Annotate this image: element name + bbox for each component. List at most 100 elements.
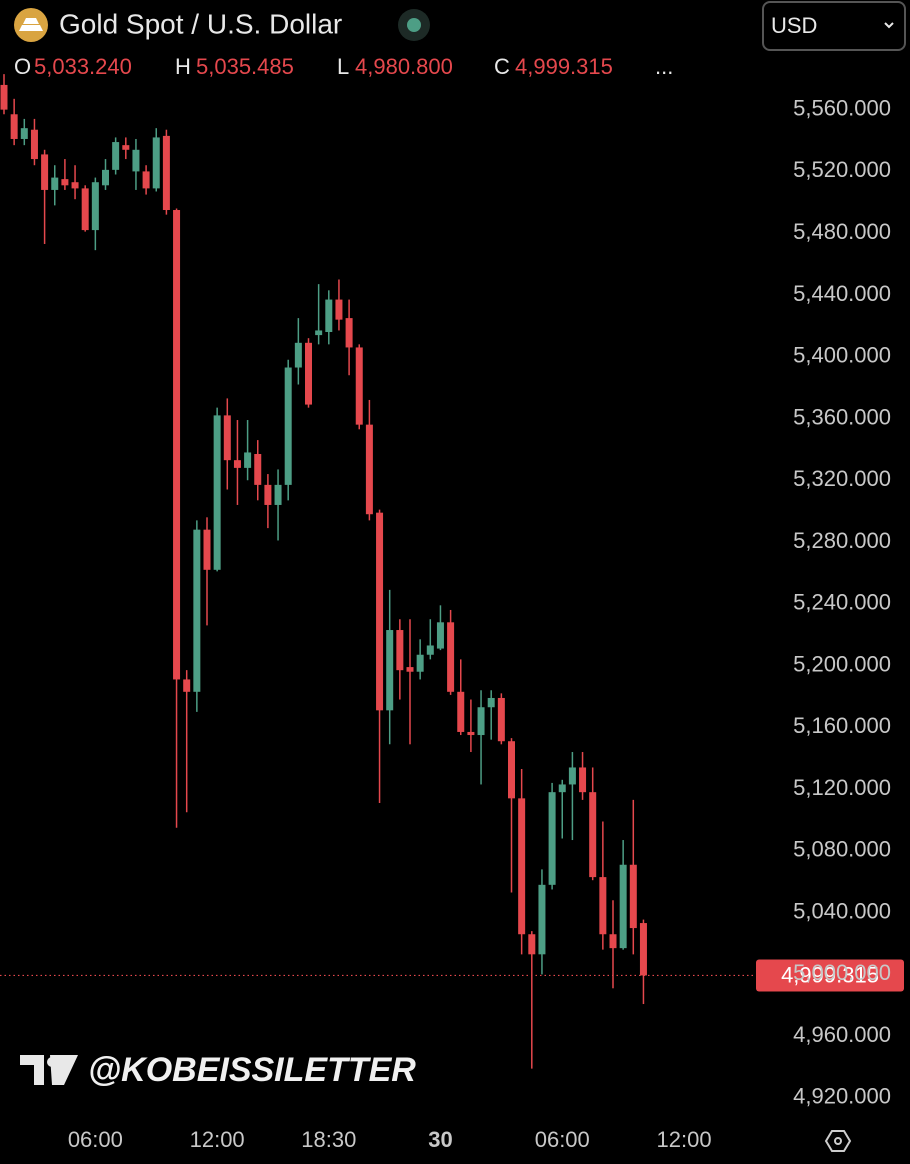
ohlc-key: L	[337, 54, 349, 79]
candle-body	[102, 169, 109, 186]
y-tick-label: 5,200.000	[793, 651, 891, 676]
watermark: @KOBEISSILETTER	[88, 1051, 416, 1089]
candle-body	[518, 798, 526, 935]
candle-body	[81, 188, 89, 231]
settings-icon[interactable]	[824, 1130, 852, 1152]
candle-body	[264, 484, 272, 505]
candle-body	[152, 137, 160, 189]
candle-body	[0, 84, 8, 110]
candle-body	[274, 484, 282, 505]
last-price-label: 4,999.315	[781, 962, 879, 987]
candle-body	[213, 415, 221, 570]
candle-body	[132, 149, 140, 172]
candle-body	[233, 460, 241, 468]
y-tick-label: 5,360.000	[793, 404, 891, 429]
candle-body	[193, 529, 201, 692]
candle-body	[508, 741, 515, 799]
candle-body	[162, 135, 170, 211]
x-tick-label: 30	[428, 1127, 452, 1152]
ohlc-value: 5,033.240	[34, 54, 132, 79]
ohlc-more: ...	[655, 54, 673, 79]
candle-body	[487, 697, 495, 708]
y-tick-label: 5,160.000	[793, 713, 891, 738]
x-tick-label: 06:00	[68, 1127, 123, 1152]
y-tick-label: 5,560.000	[793, 95, 891, 120]
candle-body	[538, 884, 546, 955]
ohlc-value: 4,980.800	[355, 54, 453, 79]
candle-body	[305, 342, 312, 405]
candle-body	[568, 767, 576, 785]
candle-body	[426, 645, 434, 655]
candle-body	[639, 923, 647, 976]
candle-body	[599, 877, 607, 935]
y-tick-label: 5,240.000	[793, 590, 891, 615]
ohlc-key: O	[14, 54, 31, 79]
x-tick-label: 06:00	[535, 1127, 590, 1152]
candle-body	[619, 864, 627, 949]
candle-body	[51, 177, 59, 190]
last-price-tag	[756, 959, 904, 992]
gold-bars	[19, 18, 43, 31]
x-tick-label: 12:00	[657, 1127, 712, 1152]
currency-selector[interactable]	[762, 1, 906, 51]
x-tick-label: 18:30	[301, 1127, 356, 1152]
candle-body	[436, 622, 444, 649]
candle-body	[548, 792, 556, 885]
ohlc-value: 5,035.485	[196, 54, 294, 79]
y-tick-label: 5,280.000	[793, 528, 891, 553]
candle-body	[142, 171, 150, 189]
y-tick-label: 5,520.000	[793, 157, 891, 182]
y-tick-label: 5,080.000	[793, 837, 891, 862]
status-dot	[407, 18, 421, 32]
ohlc-value: 4,999.315	[515, 54, 613, 79]
candle-body	[122, 145, 130, 150]
candle-body	[355, 347, 363, 425]
chart-title: Gold Spot / U.S. Dollar	[59, 8, 342, 39]
candle-body	[61, 179, 69, 186]
tv-logo	[20, 1055, 78, 1085]
y-tick-label: 4,960.000	[793, 1022, 891, 1047]
chevron	[884, 22, 894, 29]
candle-body	[173, 210, 181, 680]
y-tick-label: 5,480.000	[793, 219, 891, 244]
candle-body	[30, 129, 38, 160]
candle-body	[457, 691, 465, 732]
candle-body	[244, 452, 252, 468]
candle-body	[254, 453, 262, 485]
candle-body	[365, 424, 373, 515]
candle-body	[325, 299, 333, 333]
candle-body	[396, 630, 404, 671]
candle-body	[71, 182, 79, 189]
candle-body	[345, 318, 353, 348]
candle-body	[20, 128, 28, 139]
candle-body	[528, 934, 536, 955]
candle-body	[579, 767, 587, 793]
candle-body	[91, 182, 99, 231]
candle-body	[376, 512, 384, 711]
candle-body	[447, 622, 455, 692]
x-tick-label: 12:00	[190, 1127, 245, 1152]
candle-body	[203, 529, 211, 570]
ohlc-key: C	[494, 54, 510, 79]
candle-body	[609, 934, 617, 949]
candle-body	[629, 864, 637, 929]
candle-body	[183, 679, 191, 692]
y-tick-label: 4,920.000	[793, 1084, 891, 1109]
candle-body	[41, 154, 49, 190]
candle-body	[294, 342, 302, 368]
candle-body	[416, 654, 424, 672]
ohlc-key: H	[175, 54, 191, 79]
y-tick-label: 5,440.000	[793, 281, 891, 306]
candle-body	[284, 367, 292, 485]
candle-body	[112, 142, 120, 170]
y-tick-label: 5,400.000	[793, 343, 891, 368]
y-tick-label: 5,000.000	[793, 960, 891, 985]
currency-label: USD	[771, 13, 817, 38]
candle-body	[10, 114, 18, 139]
candle-body	[558, 784, 566, 793]
candle-body	[223, 415, 231, 461]
tv-logo-dot	[47, 1057, 57, 1067]
candle-body	[335, 299, 343, 320]
y-tick-label: 5,320.000	[793, 466, 891, 491]
